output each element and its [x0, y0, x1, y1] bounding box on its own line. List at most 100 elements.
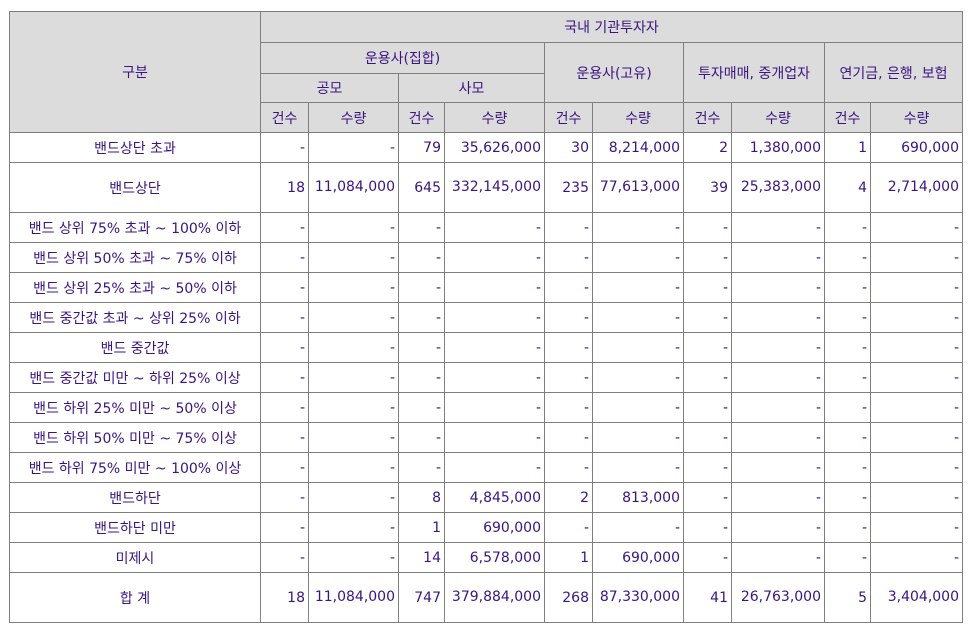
quantity-cell: - [308, 482, 399, 513]
quantity-cell: - [870, 392, 963, 423]
table-row: 밴드 중간값 - - - - - - - - - - [9, 332, 963, 363]
quantity-cell: - [444, 422, 545, 453]
header-public-offering: 공모 [260, 73, 399, 103]
header-subcolumns-row: 건수 수량 건수 수량 건수 수량 건수 수량 건수 수량 [10, 102, 963, 133]
count-cell: 1 [398, 512, 445, 543]
count-cell: - [398, 362, 445, 393]
count-cell: - [824, 542, 871, 573]
row-label: 밴드 상위 75% 초과 ~ 100% 이하 [9, 212, 261, 243]
quantity-cell: - [731, 452, 825, 483]
count-cell: - [398, 332, 445, 363]
quantity-cell: - [308, 332, 399, 363]
count-cell: - [260, 452, 309, 483]
quantity-cell: 6,578,000 [444, 542, 545, 573]
table-row: 밴드 상위 25% 초과 ~ 50% 이하 - - - - - - - - - - [9, 272, 963, 303]
quantity-cell: - [870, 422, 963, 453]
count-cell: - [398, 422, 445, 453]
header-quantity-public: 수량 [308, 102, 399, 133]
row-label: 밴드 하위 50% 미만 ~ 75% 이상 [9, 422, 261, 453]
table-row: 밴드 중간값 초과 ~ 상위 25% 이하 - - - - - - - - - - [9, 302, 963, 333]
quantity-cell: - [308, 542, 399, 573]
header-private-offering: 사모 [398, 73, 545, 103]
count-cell: - [824, 422, 871, 453]
table-row: 밴드 상위 75% 초과 ~ 100% 이하 - - - - - - - - - - [9, 212, 963, 243]
count-cell: - [398, 302, 445, 333]
quantity-cell: - [308, 132, 399, 163]
count-cell: - [683, 422, 732, 453]
header-count-public: 건수 [260, 102, 309, 133]
quantity-cell: - [731, 422, 825, 453]
header-pension-bank-insurance: 연기금, 은행, 보험 [824, 42, 963, 103]
quantity-cell: - [592, 212, 684, 243]
table-body: 밴드상단 초과 - -79 35,626,000 30 8,214,000 2 1,380,0… [9, 132, 963, 623]
count-cell: - [260, 242, 309, 273]
quantity-cell: - [308, 392, 399, 423]
count-cell: - [824, 272, 871, 303]
row-label: 밴드 상위 25% 초과 ~ 50% 이하 [9, 272, 261, 303]
quantity-cell: - [731, 512, 825, 543]
row-label: 밴드하단 미만 [9, 512, 261, 543]
row-label: 밴드 중간값 미만 ~ 하위 25% 이상 [9, 362, 261, 393]
count-cell: - [683, 512, 732, 543]
header-count-broker: 건수 [683, 102, 732, 133]
count-cell: 18 [260, 162, 309, 213]
quantity-cell: - [592, 242, 684, 273]
count-cell: - [260, 332, 309, 363]
count-cell: - [260, 392, 309, 423]
quantity-cell: - [444, 452, 545, 483]
count-cell: - [683, 452, 732, 483]
table-row: 밴드하단 - -8 4,845,000 2 813,000- - - - [9, 482, 963, 513]
row-label: 밴드 중간값 초과 ~ 상위 25% 이하 [9, 302, 261, 333]
count-cell: - [260, 482, 309, 513]
count-cell: 645 [398, 162, 445, 213]
table-row: 밴드 상위 50% 초과 ~ 75% 이하 - - - - - - - - - - [9, 242, 963, 273]
header-count-pension: 건수 [824, 102, 871, 133]
quantity-cell: - [731, 482, 825, 513]
count-cell: - [260, 422, 309, 453]
row-label: 미제시 [9, 542, 261, 573]
quantity-cell: - [870, 362, 963, 393]
count-cell: - [398, 242, 445, 273]
table-row: 밴드 하위 25% 미만 ~ 50% 이상 - - - - - - - - - - [9, 392, 963, 423]
header-count-private: 건수 [398, 102, 445, 133]
count-cell: - [824, 302, 871, 333]
quantity-cell: 690,000 [592, 542, 684, 573]
quantity-cell: - [870, 332, 963, 363]
quantity-cell: - [308, 302, 399, 333]
allocation-table: 구분 국내 기관투자자 운용사(집합) 운용사(고유) 투자매매, 중개업자 연… [9, 11, 963, 623]
quantity-cell: - [592, 302, 684, 333]
header-broker-dealer: 투자매매, 중개업자 [683, 42, 825, 103]
quantity-cell: - [444, 272, 545, 303]
count-cell: - [824, 392, 871, 423]
quantity-cell: - [592, 332, 684, 363]
count-cell: 30 [544, 132, 593, 163]
quantity-cell: - [870, 212, 963, 243]
quantity-cell: - [731, 332, 825, 363]
count-cell: - [824, 362, 871, 393]
count-cell: - [260, 512, 309, 543]
count-cell: - [544, 422, 593, 453]
count-cell: - [544, 392, 593, 423]
count-cell: - [683, 542, 732, 573]
quantity-cell: 690,000 [870, 132, 963, 163]
quantity-cell: - [731, 272, 825, 303]
quantity-cell: - [308, 212, 399, 243]
count-cell: - [824, 452, 871, 483]
row-label: 밴드 하위 75% 미만 ~ 100% 이상 [9, 452, 261, 483]
quantity-cell: 379,884,000 [444, 572, 545, 623]
quantity-cell: 26,763,000 [731, 572, 825, 623]
quantity-cell: - [731, 242, 825, 273]
quantity-cell: 3,404,000 [870, 572, 963, 623]
quantity-cell: - [444, 242, 545, 273]
count-cell: - [824, 242, 871, 273]
count-cell: - [683, 392, 732, 423]
header-quantity-broker: 수량 [731, 102, 825, 133]
count-cell: - [683, 332, 732, 363]
count-cell: - [260, 362, 309, 393]
count-cell: - [544, 302, 593, 333]
quantity-cell: 1,380,000 [731, 132, 825, 163]
count-cell: - [398, 212, 445, 243]
count-cell: - [683, 272, 732, 303]
quantity-cell: - [444, 362, 545, 393]
count-cell: 4 [824, 162, 871, 213]
